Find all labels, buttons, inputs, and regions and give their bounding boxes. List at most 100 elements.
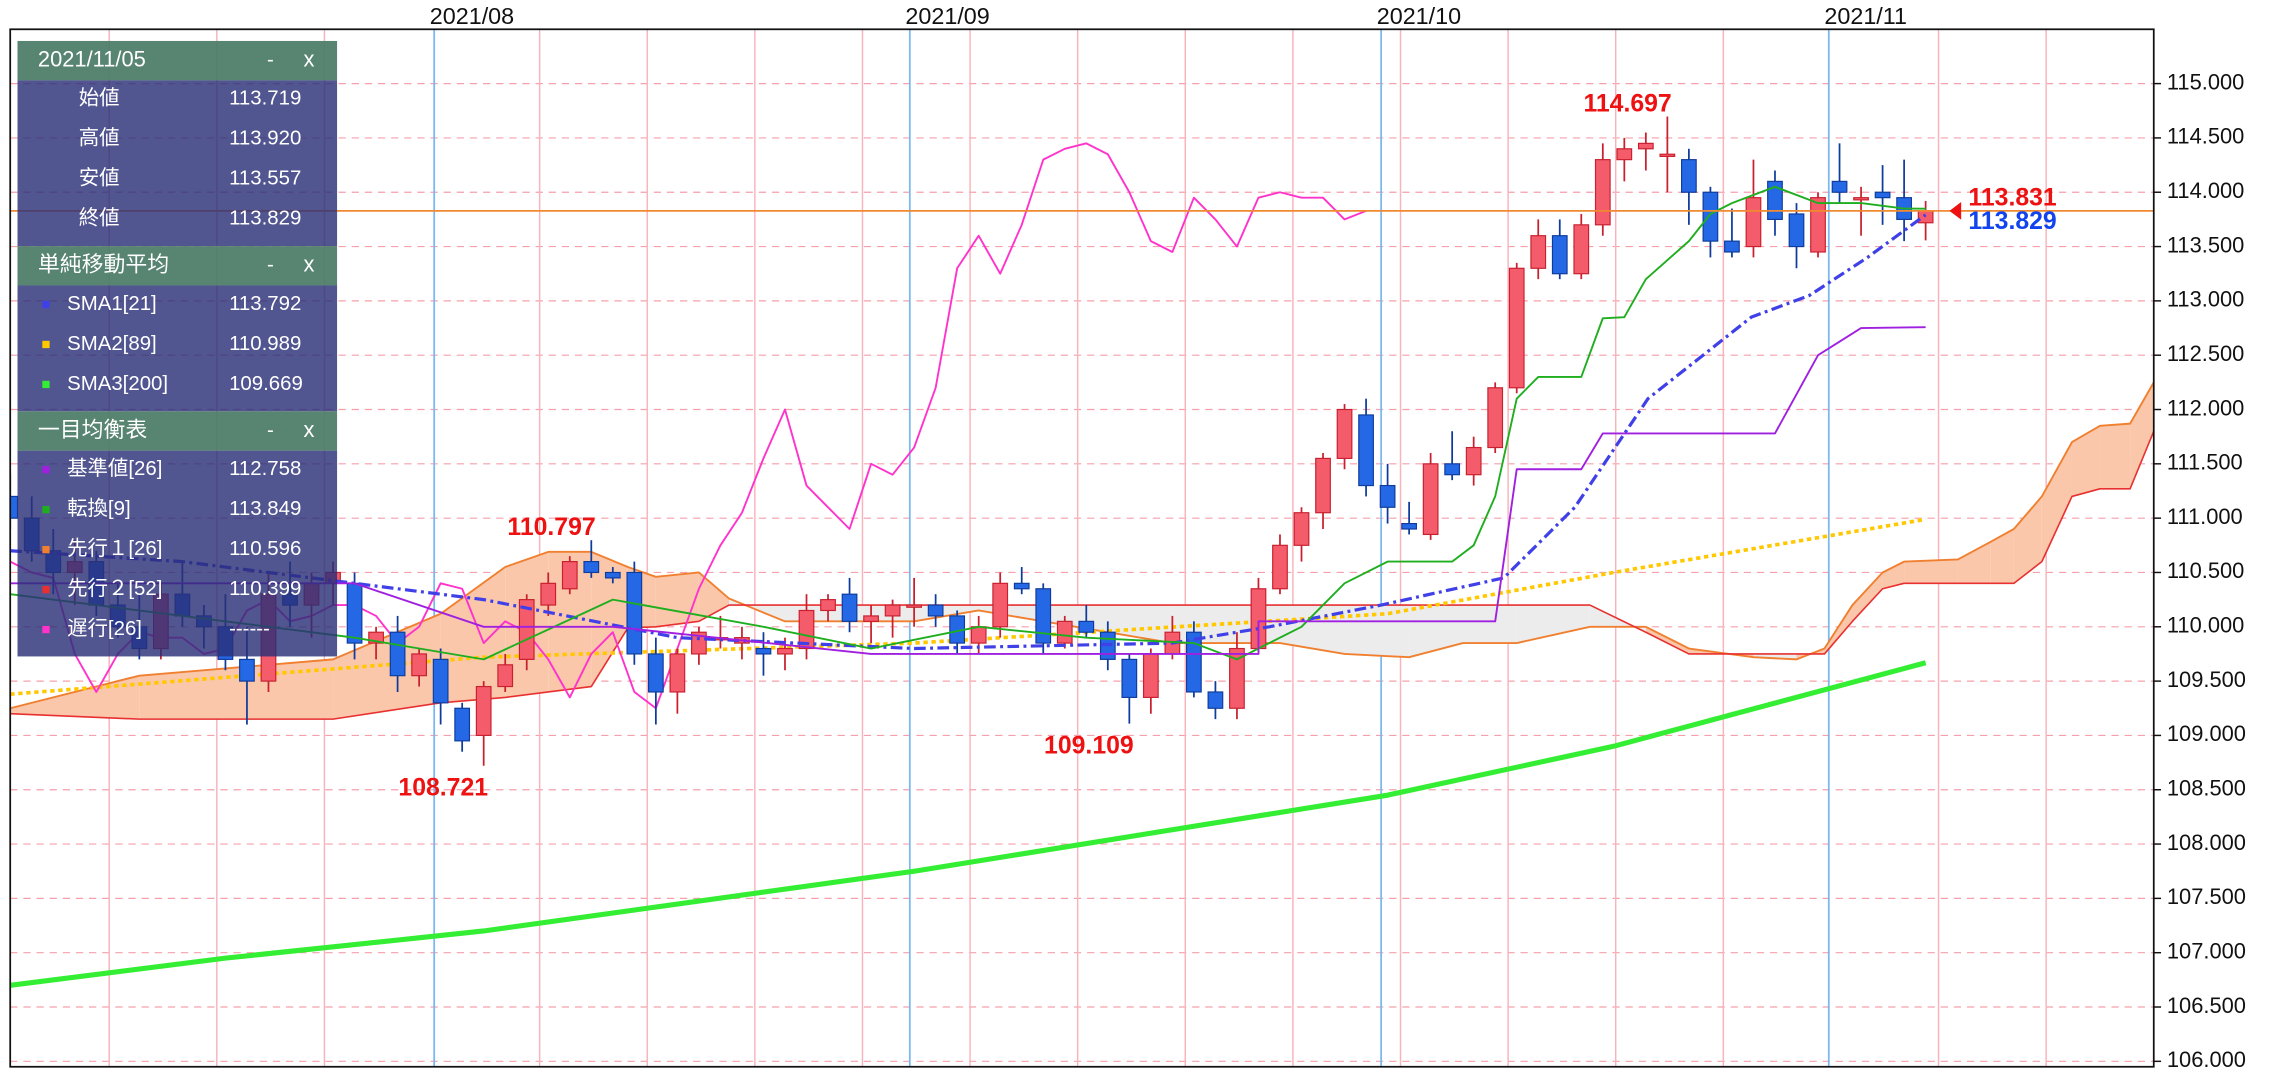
cloud-fill [2013,496,2042,584]
candle-body [1336,408,1353,459]
candle-body [1186,631,1202,693]
candle-body [1401,522,1417,530]
y-tick-label: 108.500 [2167,776,2246,801]
candle-body [820,599,836,612]
panel-row-value: 113.719 [229,88,301,110]
candle-body [863,615,879,622]
cloud-fill [2099,423,2131,489]
candle-body [604,571,621,579]
y-tick-label: 107.500 [2167,884,2246,909]
low-label: 109.109 [1044,732,1134,759]
minimize-button[interactable]: - [267,254,274,276]
panel-row-label: SMA2[89] [67,333,157,355]
panel-row-value: 110.399 [229,578,301,600]
cloud-fill [548,551,592,692]
panel-row-value: 109.669 [229,373,303,395]
panel-row-label: 転換[9] [67,497,131,520]
candle-body [1315,457,1331,514]
candle-body [239,658,255,682]
panel-row-label: SMA3[200] [67,373,168,395]
candle-body [927,604,944,617]
minimize-button[interactable]: - [267,49,274,71]
candle-body [1702,191,1719,242]
panel-header-title: 単純移動平均 [38,252,169,277]
legend-swatch [42,300,50,309]
candle-body [1724,240,1740,253]
y-tick-label: 106.500 [2167,993,2246,1018]
panel-row-label: 基準値[26] [67,457,162,480]
candle-body [1551,235,1568,275]
panel-row-value: 113.557 [229,168,301,190]
candle-body [583,561,600,574]
cloud-fill [440,567,506,703]
close-button[interactable]: x [304,417,315,442]
candle-body [1142,653,1159,698]
panel-body [17,450,338,657]
y-tick-label: 113.500 [2167,232,2244,257]
candle-body [1465,446,1482,476]
candle-body [1616,148,1633,161]
low-label: 108.721 [398,775,488,802]
close-button[interactable]: x [304,46,315,71]
cloud-fill [2130,382,2154,489]
candle-body [1379,484,1396,508]
candle-body [1831,180,1848,193]
candle-body [647,653,664,693]
candle-body [368,631,384,644]
x-tick-label: 2021/11 [1824,3,1907,29]
panel-row-label: 安値 [79,167,120,190]
cloud-fill [1462,605,1517,644]
candle-body [518,599,535,660]
candle-body [1788,213,1805,248]
legend-swatch [42,380,50,389]
candle-body [1659,153,1676,157]
minimize-button[interactable]: - [267,419,274,441]
y-tick-label: 112.500 [2167,341,2244,366]
candle-body [1853,197,1869,201]
line-series [10,213,1927,651]
panel-header [17,246,338,286]
cloud-fill [1957,542,1991,584]
candle-body [1056,620,1073,644]
candle-body [1293,512,1310,546]
panel-row-label: 高値 [79,127,120,150]
candle-body [1444,463,1461,476]
x-tick-label: 2021/08 [430,3,514,29]
panel-row-value: 110.596 [229,538,301,560]
candle-body [1530,235,1547,269]
panel-row-label: 先行２[52] [67,577,162,600]
candle-body [1573,224,1590,275]
close-button[interactable]: x [304,252,315,277]
cloud-fill [1409,605,1463,658]
panel-body [17,285,338,412]
panel-row-value: ------ [229,618,270,640]
y-tick-label: 114.000 [2167,178,2244,203]
candle-body [561,561,578,590]
cloud-fill [1516,605,1590,644]
candle-body [626,571,643,655]
candle-body [691,631,707,655]
panel-row-value: 112.758 [229,458,301,480]
candle-body [346,582,363,644]
x-tick-label: 2021/10 [1377,3,1461,29]
panel-row-label: 遅行[26] [67,617,142,640]
candle-body [970,626,987,644]
high-label: 114.697 [1583,90,1671,117]
cloud-fill [2041,442,2072,562]
legend-swatch [42,340,50,349]
candle-body [798,609,815,650]
candle-body [1078,620,1095,633]
y-tick-label: 108.000 [2167,830,2246,855]
high-label: 110.797 [507,514,595,541]
candle-body [1874,191,1891,199]
price-label: 113.831 [1968,184,2056,211]
panel-row-value: 113.849 [229,498,301,520]
candle-body [1035,588,1052,644]
panel-header-title: 2021/11/05 [38,46,146,71]
cloud-fill [591,551,628,687]
legend-swatch [42,506,50,514]
y-tick-label: 112.000 [2167,395,2244,420]
plot-frame [9,28,2155,1068]
legend-swatch [42,625,50,634]
legend-swatch [42,466,50,474]
